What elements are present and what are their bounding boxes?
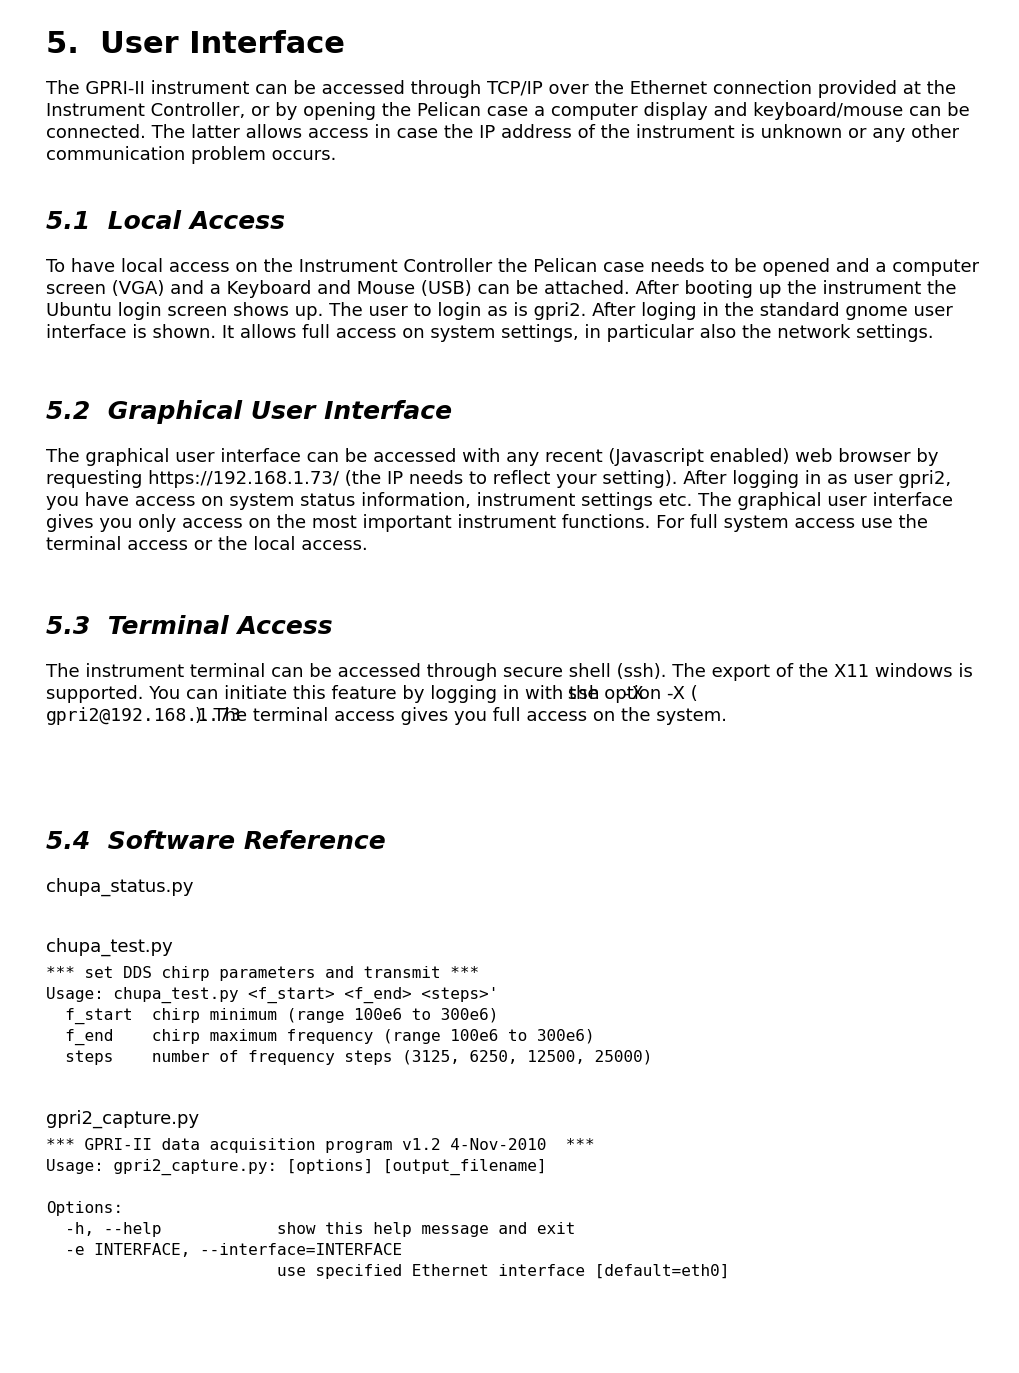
Text: Ubuntu login screen shows up. The user to login as is gpri2. After loging in the: Ubuntu login screen shows up. The user t… (46, 302, 953, 320)
Text: Instrument Controller, or by opening the Pelican case a computer display and key: Instrument Controller, or by opening the… (46, 102, 970, 119)
Text: To have local access on the Instrument Controller the Pelican case needs to be o: To have local access on the Instrument C… (46, 258, 979, 276)
Text: -h, --help            show this help message and exit: -h, --help show this help message and ex… (46, 1222, 576, 1237)
Text: Options:: Options: (46, 1201, 123, 1216)
Text: The instrument terminal can be accessed through secure shell (ssh). The export o: The instrument terminal can be accessed … (46, 663, 973, 681)
Text: Usage: gpri2_capture.py: [options] [output_filename]: Usage: gpri2_capture.py: [options] [outp… (46, 1159, 546, 1175)
Text: ssh  -X: ssh -X (568, 685, 643, 703)
Text: you have access on system status information, instrument settings etc. The graph: you have access on system status informa… (46, 492, 953, 509)
Text: The GPRI-II instrument can be accessed through TCP/IP over the Ethernet connecti: The GPRI-II instrument can be accessed t… (46, 80, 956, 97)
Text: communication problem occurs.: communication problem occurs. (46, 146, 336, 163)
Text: f_end    chirp maximum frequency (range 100e6 to 300e6): f_end chirp maximum frequency (range 100… (46, 1028, 595, 1045)
Text: 5.1  Local Access: 5.1 Local Access (46, 210, 285, 233)
Text: The graphical user interface can be accessed with any recent (Javascript enabled: The graphical user interface can be acce… (46, 448, 938, 465)
Text: *** GPRI-II data acquisition program v1.2 4-Nov-2010  ***: *** GPRI-II data acquisition program v1.… (46, 1138, 595, 1153)
Text: f_start  chirp minimum (range 100e6 to 300e6): f_start chirp minimum (range 100e6 to 30… (46, 1008, 498, 1024)
Text: chupa_status.py: chupa_status.py (46, 877, 194, 897)
Text: connected. The latter allows access in case the IP address of the instrument is : connected. The latter allows access in c… (46, 124, 959, 141)
Text: gpri2_capture.py: gpri2_capture.py (46, 1109, 199, 1129)
Text: 5.3  Terminal Access: 5.3 Terminal Access (46, 615, 332, 638)
Text: interface is shown. It allows full access on system settings, in particular also: interface is shown. It allows full acces… (46, 324, 933, 342)
Text: *** set DDS chirp parameters and transmit ***: *** set DDS chirp parameters and transmi… (46, 967, 479, 980)
Text: gpri2@192.168.1.73: gpri2@192.168.1.73 (46, 707, 242, 725)
Text: screen (VGA) and a Keyboard and Mouse (USB) can be attached. After booting up th: screen (VGA) and a Keyboard and Mouse (U… (46, 280, 957, 298)
Text: chupa_test.py: chupa_test.py (46, 938, 173, 956)
Text: supported. You can initiate this feature by logging in with the option -X (: supported. You can initiate this feature… (46, 685, 698, 703)
Text: terminal access or the local access.: terminal access or the local access. (46, 535, 368, 553)
Text: 5.  User Interface: 5. User Interface (46, 30, 344, 59)
Text: Usage: chupa_test.py <f_start> <f_end> <steps>': Usage: chupa_test.py <f_start> <f_end> <… (46, 987, 498, 1004)
Text: 5.2  Graphical User Interface: 5.2 Graphical User Interface (46, 400, 452, 424)
Text: steps    number of frequency steps (3125, 6250, 12500, 25000): steps number of frequency steps (3125, 6… (46, 1050, 652, 1065)
Text: -e INTERFACE, --interface=INTERFACE: -e INTERFACE, --interface=INTERFACE (46, 1243, 403, 1258)
Text: ). The terminal access gives you full access on the system.: ). The terminal access gives you full ac… (196, 707, 728, 725)
Text: 5.4  Software Reference: 5.4 Software Reference (46, 831, 386, 854)
Text: use specified Ethernet interface [default=eth0]: use specified Ethernet interface [defaul… (46, 1265, 730, 1280)
Text: requesting https://192.168.1.73/ (the IP needs to reflect your setting). After l: requesting https://192.168.1.73/ (the IP… (46, 470, 951, 487)
Text: gives you only access on the most important instrument functions. For full syste: gives you only access on the most import… (46, 514, 928, 531)
